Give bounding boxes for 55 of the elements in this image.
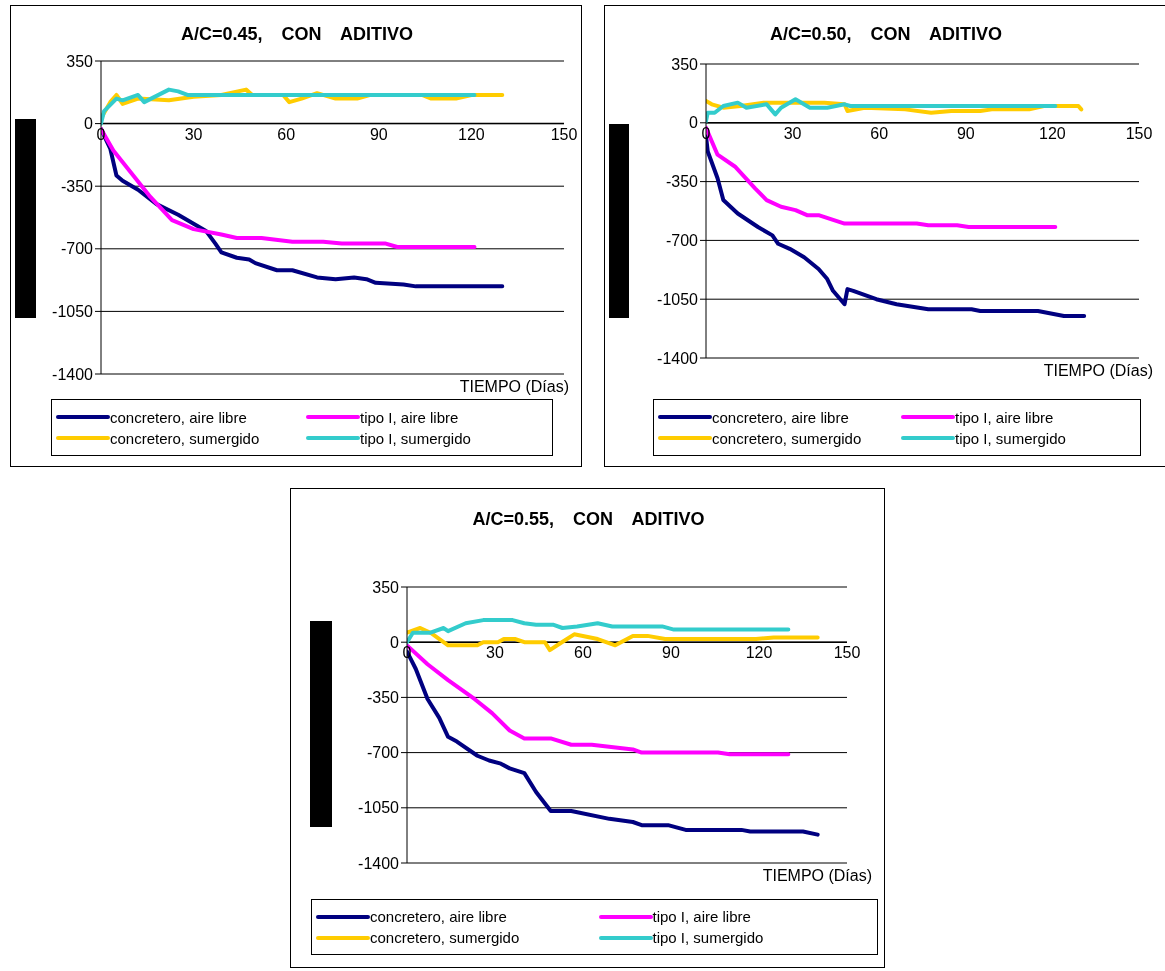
- y-tick-label: -700: [366, 744, 400, 762]
- y-tick-label: -1400: [657, 349, 699, 367]
- x-tick-label: 0: [96, 125, 106, 143]
- x-tick-label: 150: [550, 125, 578, 143]
- x-tick-label: 120: [745, 644, 773, 662]
- y-tick-label: -350: [366, 689, 400, 707]
- legend-label: concretero, sumergido: [370, 929, 520, 946]
- x-tick-label: 60: [277, 125, 296, 143]
- line-series: [706, 97, 1058, 124]
- legend-label: tipo I, aire libre: [955, 408, 1054, 426]
- x-tick-label: 60: [574, 644, 592, 662]
- chart-title: A/C=0.55, CON ADITIVO: [471, 509, 706, 530]
- x-tick-label: 90: [662, 644, 680, 662]
- legend-label: concretero, sumergido: [712, 429, 862, 447]
- legend-label: tipo I, sumergido: [360, 429, 471, 447]
- x-tick-label: 0: [701, 124, 711, 142]
- x-tick-label: 60: [870, 124, 889, 142]
- x-tick-label: 30: [184, 125, 203, 143]
- x-axis-title: TIEMPO (Días): [1043, 362, 1153, 380]
- y-tick-label: 0: [390, 633, 400, 651]
- y-tick-label: -1050: [52, 303, 94, 321]
- legend-label: tipo I, aire libre: [652, 908, 751, 925]
- y-tick-label: -1050: [657, 290, 699, 308]
- y-tick-label: -350: [60, 177, 94, 195]
- y-tick-label: 350: [66, 52, 94, 70]
- y-tick-label: 350: [671, 55, 699, 73]
- y-tick-label: -1400: [52, 365, 94, 383]
- legend-label: tipo I, sumergido: [955, 429, 1066, 447]
- legend-label: tipo I, aire libre: [360, 408, 459, 426]
- y-tick-label: -1050: [358, 799, 400, 817]
- y-tick-label: 350: [372, 578, 400, 596]
- legend-label: concretero, aire libre: [370, 908, 507, 925]
- y-tick-label: -1400: [358, 854, 400, 872]
- line-series: [407, 618, 791, 645]
- x-axis-title: TIEMPO (Días): [762, 867, 872, 885]
- legend-label: concretero, aire libre: [110, 408, 247, 426]
- chart-title: A/C=0.50, CON ADITIVO: [769, 24, 1003, 45]
- legend-label: concretero, sumergido: [110, 429, 260, 447]
- line-series: [101, 87, 477, 126]
- x-tick-label: 150: [833, 644, 861, 662]
- x-tick-label: 30: [486, 644, 504, 662]
- x-axis-title: TIEMPO (Días): [459, 378, 569, 396]
- y-tick-label: -700: [665, 232, 699, 250]
- x-tick-label: 120: [458, 125, 485, 143]
- y-tick-label: -350: [665, 173, 699, 191]
- x-tick-label: 90: [956, 124, 975, 142]
- y-tick-label: -700: [60, 240, 94, 258]
- legend-label: tipo I, sumergido: [652, 929, 764, 946]
- chart-title: A/C=0.45, CON ADITIVO: [180, 24, 414, 45]
- x-tick-label: 150: [1125, 124, 1153, 142]
- x-tick-label: 120: [1039, 124, 1066, 142]
- x-tick-label: 30: [783, 124, 802, 142]
- legend-label: concretero, aire libre: [712, 408, 849, 426]
- x-tick-label: 0: [402, 644, 412, 662]
- x-tick-label: 90: [369, 125, 388, 143]
